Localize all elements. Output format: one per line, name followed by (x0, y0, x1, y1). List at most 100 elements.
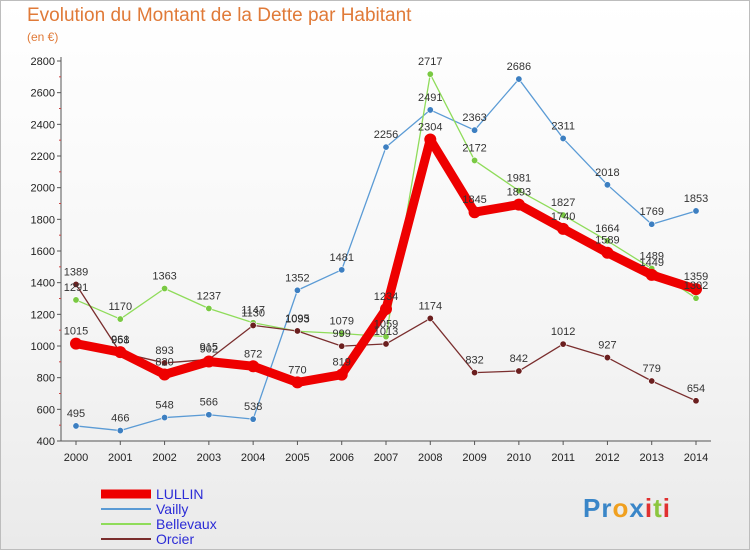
series-point-orcier-2012 (603, 354, 611, 362)
logo-letter: i (644, 493, 654, 523)
data-label-orcier-2013: 779 (643, 363, 661, 375)
series-point-orcier-2006 (338, 342, 346, 350)
y-tick-label-1800: 1800 (31, 214, 55, 226)
data-label-bellevaux-2006: 1079 (329, 315, 353, 327)
data-label-bellevaux-2005: 1093 (285, 313, 309, 325)
x-tick-label-2001: 2001 (108, 452, 132, 464)
series-point-bellevaux-2012 (603, 237, 611, 245)
y-tick-label-2000: 2000 (31, 183, 55, 195)
series-point-lullin-2002 (158, 368, 171, 381)
series-point-bellevaux-2009 (471, 156, 479, 164)
data-label-vailly-2005: 1352 (285, 272, 309, 284)
data-label-vailly-2007: 2256 (374, 129, 398, 141)
series-point-bellevaux-2014 (692, 294, 700, 302)
series-point-bellevaux-2006 (338, 329, 346, 337)
data-label-vailly-2002: 548 (155, 400, 173, 412)
legend-label-orcier: Orcier (156, 531, 194, 547)
series-point-vailly-2012 (603, 181, 611, 189)
y-tick-label-600: 600 (37, 404, 55, 416)
data-label-orcier-2007: 1013 (374, 326, 398, 338)
x-tick-label-2000: 2000 (64, 452, 88, 464)
series-point-orcier-2002 (161, 359, 169, 367)
logo-letter: x (629, 493, 645, 523)
x-tick-label-2006: 2006 (329, 452, 353, 464)
series-point-lullin-2014 (690, 283, 702, 296)
legend-label-bellevaux: Bellevaux (156, 516, 217, 532)
chart-title: Evolution du Montant de la Dette par Hab… (27, 5, 412, 26)
x-tick-label-2009: 2009 (462, 452, 486, 464)
logo-letter: o (612, 493, 630, 523)
y-tick-label-1400: 1400 (31, 278, 55, 290)
series-point-vailly-2011 (559, 134, 567, 142)
y-tick-label-2600: 2600 (31, 88, 55, 100)
series-point-orcier-2004 (249, 321, 257, 329)
series-point-orcier-2000 (72, 280, 80, 288)
series-point-lullin-2004 (247, 360, 260, 373)
series-point-vailly-2009 (471, 126, 479, 134)
series-point-lullin-2013 (645, 268, 658, 281)
series-point-lullin-2001 (114, 346, 127, 359)
series-point-bellevaux-2002 (161, 285, 169, 293)
data-label-lullin-2009: 1845 (462, 194, 486, 206)
series-point-orcier-2009 (471, 369, 479, 377)
series-point-vailly-2000 (72, 422, 80, 430)
data-label-orcier-2001: 958 (111, 335, 129, 347)
y-tick-label-2400: 2400 (31, 119, 55, 131)
data-label-lullin-2006: 819 (333, 357, 351, 369)
data-label-bellevaux-2010: 1981 (507, 173, 531, 185)
data-label-vailly-2006: 1481 (329, 252, 353, 264)
x-tick-label-2007: 2007 (374, 452, 398, 464)
data-label-vailly-2001: 466 (111, 413, 129, 425)
chart-subtitle: (en €) (27, 30, 59, 44)
legend-label-vailly: Vailly (156, 501, 188, 517)
series-point-lullin-2005 (291, 376, 304, 389)
data-label-lullin-2003: 902 (200, 344, 218, 356)
series-point-vailly-2007 (382, 143, 390, 151)
series-point-lullin-2003 (202, 355, 215, 368)
data-label-vailly-2014: 1853 (684, 193, 708, 205)
series-point-vailly-2014 (692, 207, 700, 215)
series-point-lullin-2008 (424, 133, 437, 146)
series-point-lullin-2011 (557, 222, 570, 235)
x-tick-label-2013: 2013 (639, 452, 663, 464)
series-point-orcier-2008 (426, 314, 434, 322)
series-point-vailly-2002 (161, 414, 169, 422)
series-point-vailly-2008 (426, 106, 434, 114)
data-label-orcier-2012: 927 (598, 340, 616, 352)
data-label-bellevaux-2009: 2172 (462, 142, 486, 154)
series-point-bellevaux-2003 (205, 304, 213, 312)
series-point-lullin-2009 (468, 206, 481, 219)
data-label-vailly-2010: 2686 (507, 61, 531, 73)
data-label-orcier-2006: 999 (333, 328, 351, 340)
series-point-orcier-2007 (382, 340, 390, 348)
data-label-orcier-2003: 915 (200, 341, 218, 353)
data-label-bellevaux-2008: 2717 (418, 56, 442, 68)
data-label-lullin-2002: 820 (155, 357, 173, 369)
data-label-orcier-2010: 842 (510, 353, 528, 365)
series-point-bellevaux-2011 (559, 211, 567, 219)
series-point-bellevaux-2007 (382, 333, 390, 341)
data-label-lullin-2004: 872 (244, 348, 262, 360)
data-label-orcier-2000: 1389 (64, 266, 88, 278)
data-label-bellevaux-2004: 1147 (241, 305, 265, 317)
series-point-bellevaux-2008 (426, 70, 434, 78)
series-point-lullin-2012 (601, 246, 614, 259)
x-tick-label-2004: 2004 (241, 452, 265, 464)
data-label-lullin-2001: 961 (111, 334, 129, 346)
series-point-vailly-2003 (205, 411, 213, 419)
data-label-lullin-2011: 1740 (551, 211, 575, 223)
data-label-orcier-2004: 1130 (241, 307, 265, 319)
series-point-lullin-2006 (335, 368, 348, 381)
data-label-vailly-2009: 2363 (462, 112, 486, 124)
x-tick-label-2008: 2008 (418, 452, 442, 464)
data-label-lullin-2012: 1589 (595, 235, 619, 247)
y-tick-label-2200: 2200 (31, 151, 55, 163)
data-label-bellevaux-2002: 1363 (152, 271, 176, 283)
x-tick-label-2002: 2002 (152, 452, 176, 464)
logo-letter: P (583, 493, 602, 523)
x-tick-label-2003: 2003 (197, 452, 221, 464)
y-tick-label-1000: 1000 (31, 341, 55, 353)
series-point-vailly-2010 (515, 75, 523, 83)
